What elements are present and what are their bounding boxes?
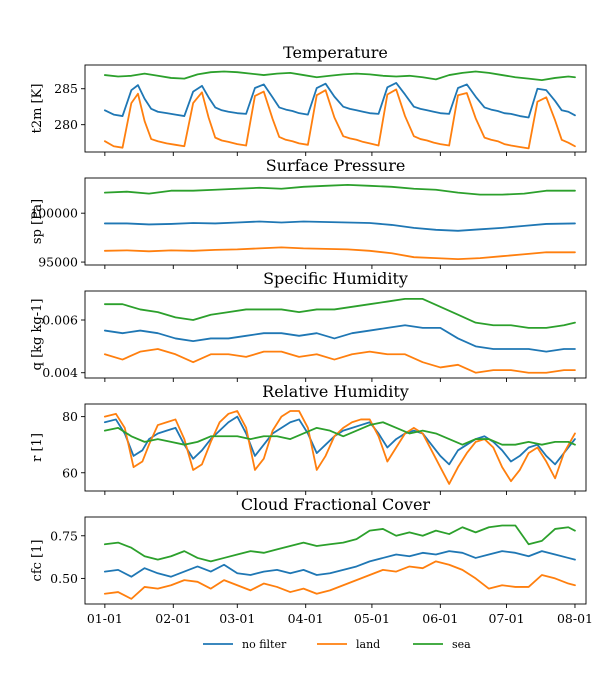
series-line-no-filter: [103, 82, 576, 119]
legend: no filter land sea: [203, 638, 471, 651]
legend-label: land: [356, 638, 380, 651]
series-group: [103, 70, 576, 150]
series-line-land: [103, 410, 576, 485]
x-tick-label: 07-01: [489, 611, 525, 626]
x-tick-label: 02-01: [155, 611, 191, 626]
y-tick-label: 285: [54, 81, 78, 96]
x-tick-label: 05-01: [354, 611, 390, 626]
y-tick-label: 80: [62, 409, 78, 424]
series-group: [103, 410, 576, 485]
series-line-land: [103, 88, 576, 150]
axes-frame: [84, 177, 587, 266]
series-group: [103, 183, 576, 261]
y-tick-label: 0.006: [42, 313, 78, 328]
panel-title: Cloud Fractional Cover: [241, 495, 430, 514]
y-tick-label: 95000: [38, 255, 78, 270]
axes-frame: [84, 516, 587, 605]
series-line-no-filter: [103, 415, 576, 466]
legend-item-no-filter: no filter: [203, 638, 287, 651]
series-line-sea: [103, 183, 576, 196]
x-tick-label: 08-01: [557, 611, 593, 626]
axes-frame: [84, 64, 587, 153]
y-axis-label: q [kg kg-1]: [30, 299, 45, 371]
panel-4: Cloud Fractional Cover cfc [1] 0.50 0.75 01-…: [30, 495, 593, 626]
y-tick-label: 0.004: [42, 365, 78, 380]
series-line-land: [103, 348, 576, 374]
legend-label: sea: [452, 638, 471, 651]
panel-2: Specific Humidity q [kg kg-1]0.004 0.006: [30, 269, 587, 382]
series-line-no-filter: [103, 324, 576, 353]
series-line-sea: [103, 421, 576, 446]
series-line-land: [103, 560, 576, 600]
y-tick-label: 60: [62, 465, 78, 480]
y-axis-label: t2m [K]: [30, 84, 45, 134]
panel-1: Surface Pressure sp [Pa] 95000 100000: [30, 156, 587, 270]
panel-title: Relative Humidity: [262, 382, 409, 401]
x-tick-label: 03-01: [219, 611, 255, 626]
legend-label: no filter: [242, 638, 287, 651]
series-line-no-filter: [103, 550, 576, 578]
series-line-land: [103, 246, 576, 261]
legend-item-sea: sea: [413, 638, 471, 651]
panel-title: Temperature: [283, 43, 388, 62]
axes-frame: [84, 403, 587, 492]
y-tick-label: 0.75: [50, 528, 78, 543]
y-tick-label: 0.50: [50, 571, 78, 586]
panels: Temperature t2m [K] 280 285 Surface Pressure…: [30, 43, 593, 626]
y-tick-label: 100000: [30, 206, 78, 221]
x-tick-label: 04-01: [288, 611, 324, 626]
series-line-sea: [103, 524, 576, 563]
series-line-sea: [103, 70, 576, 81]
series-group: [103, 298, 576, 374]
y-tick-label: 280: [54, 117, 78, 132]
panel-title: Specific Humidity: [263, 269, 408, 288]
y-axis-label: cfc [1]: [30, 540, 45, 582]
panel-title: Surface Pressure: [266, 156, 406, 175]
axes-frame: [84, 290, 587, 379]
panel-0: Temperature t2m [K] 280 285: [30, 43, 587, 156]
x-tick-label: 06-01: [422, 611, 458, 626]
y-axis-label: r [1]: [30, 433, 45, 462]
y-axis-label: sp [Pa]: [30, 199, 45, 244]
series-line-sea: [103, 298, 576, 329]
series-group: [103, 524, 576, 600]
panel-3: Relative Humidity r [1] 60 80: [30, 382, 587, 495]
legend-item-land: land: [317, 638, 380, 651]
x-tick-label: 01-01: [87, 611, 123, 626]
series-line-no-filter: [103, 220, 576, 232]
